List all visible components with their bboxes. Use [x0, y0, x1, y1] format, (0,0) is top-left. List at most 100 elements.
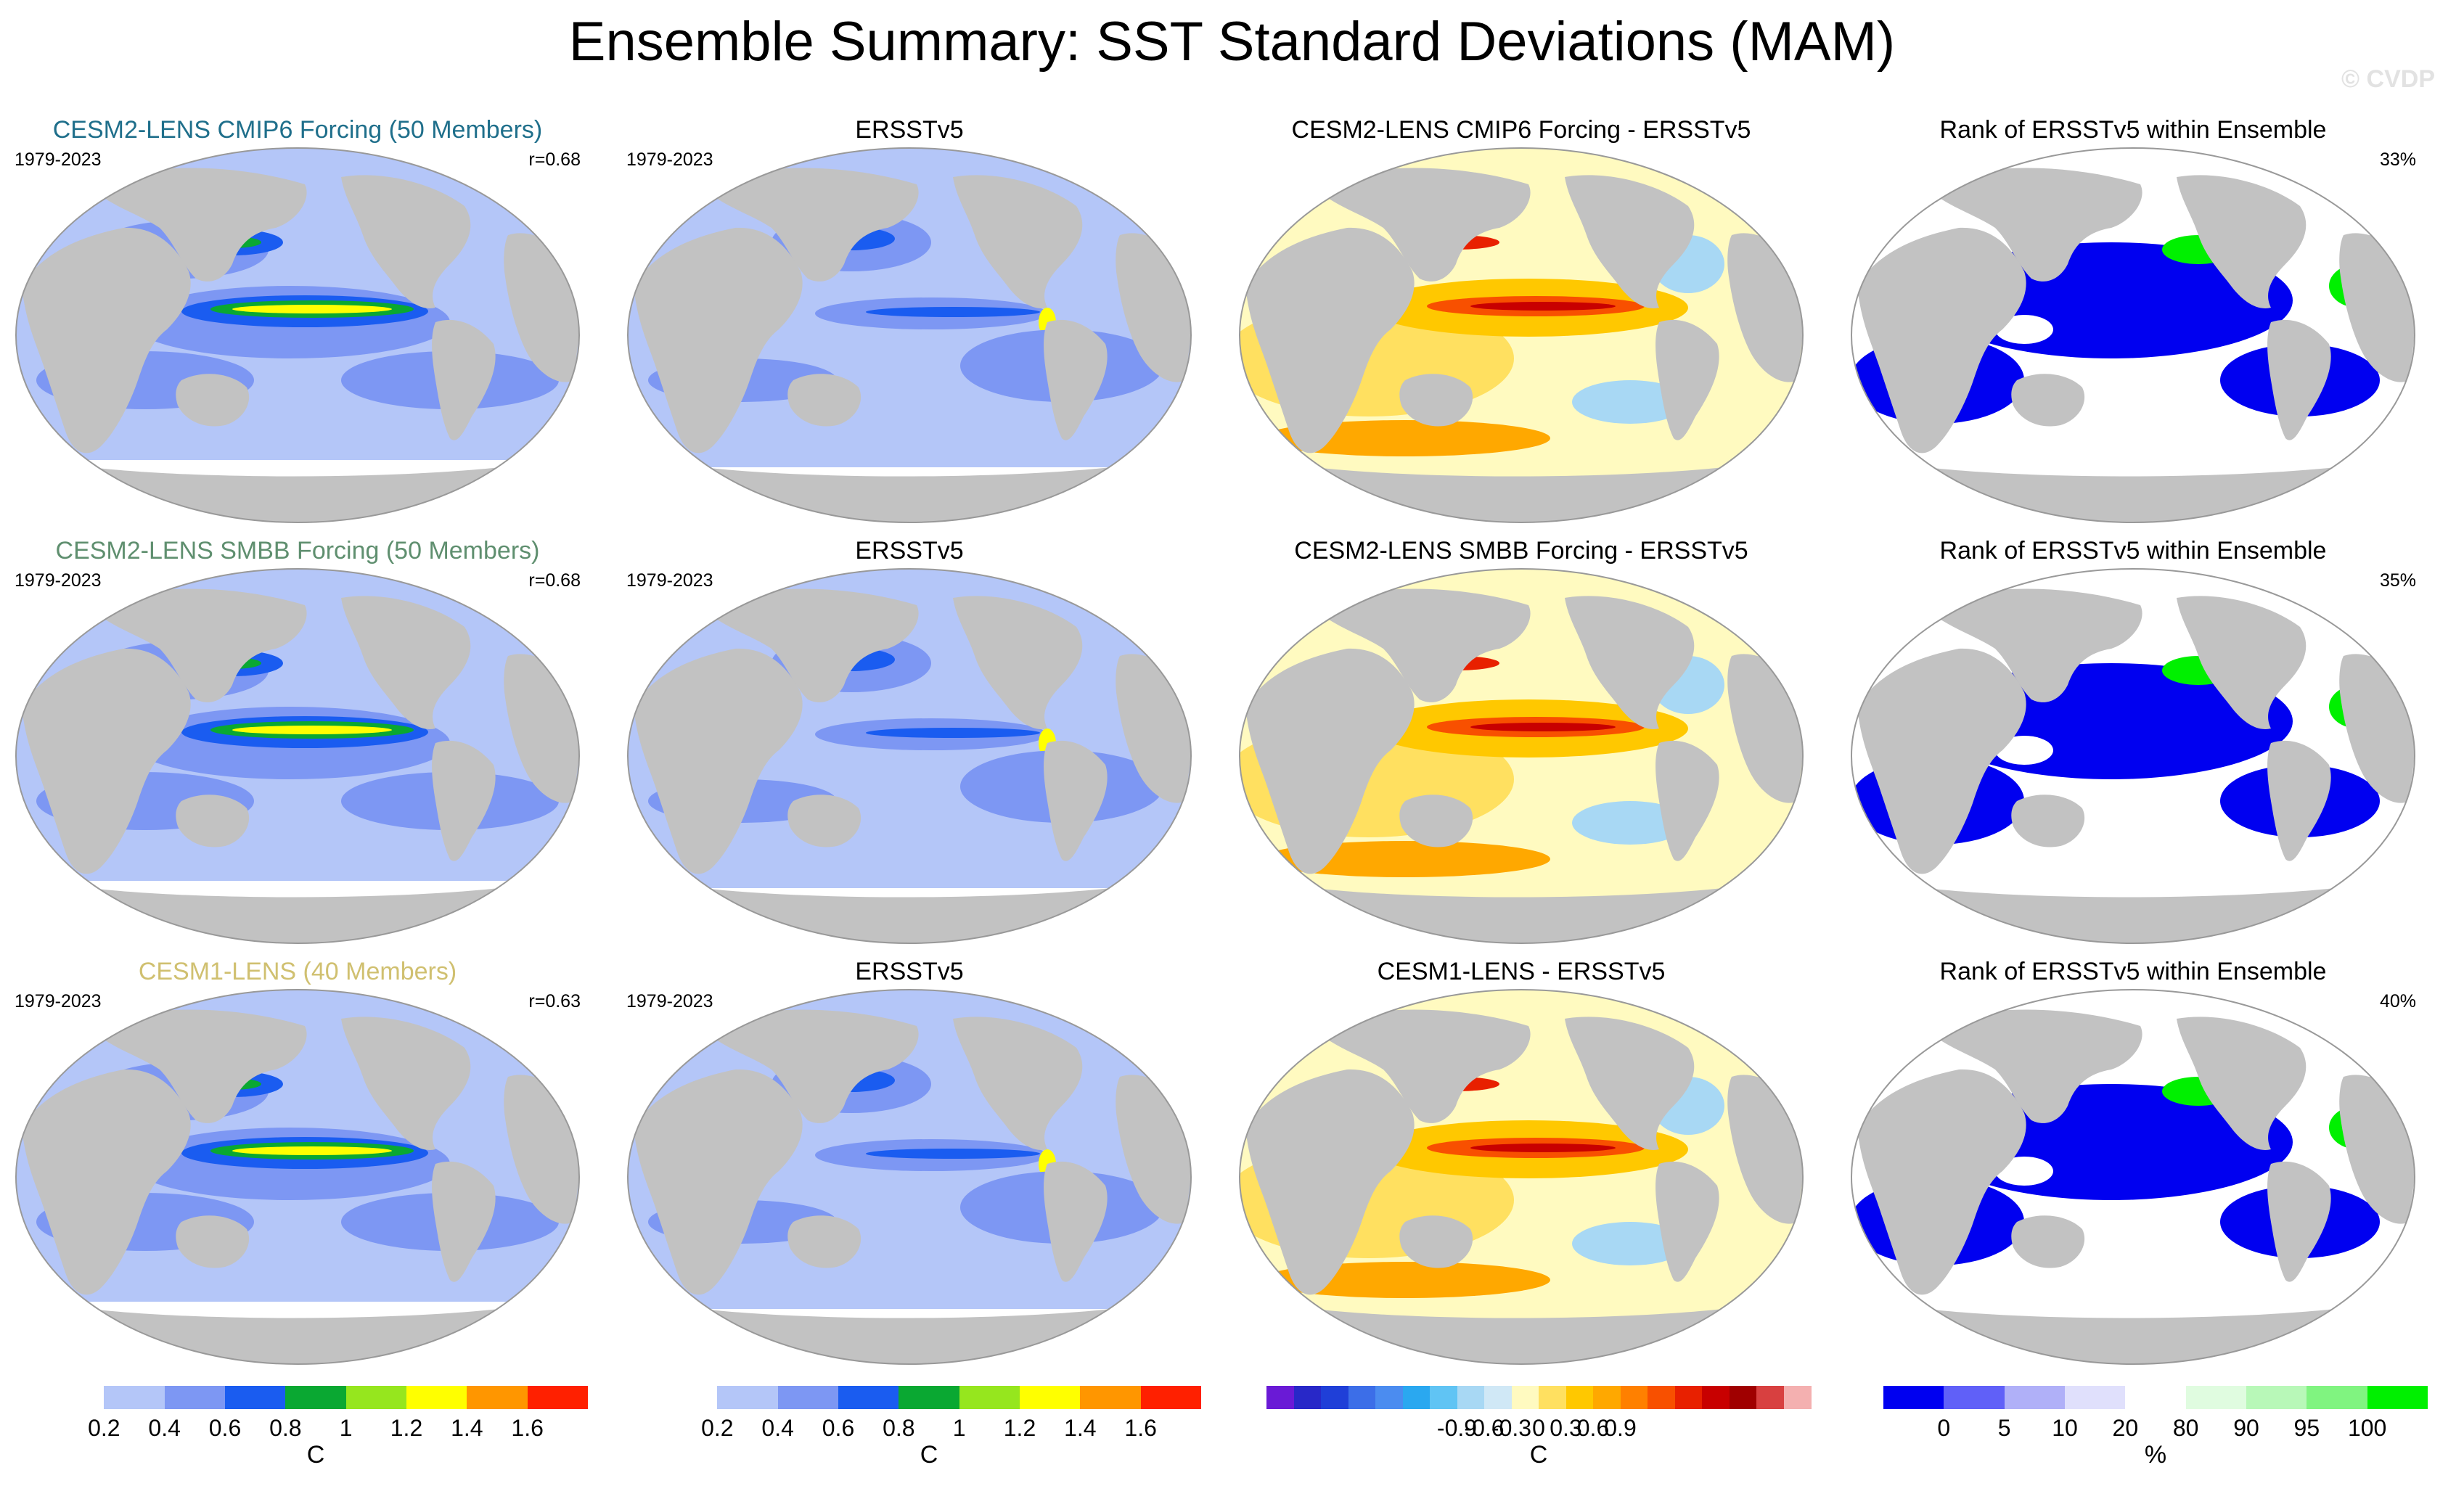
colorbar-swatch [2065, 1386, 2126, 1409]
panel-title: Rank of ERSSTv5 within Ensemble [1939, 958, 2327, 985]
colorbar-swatch [1729, 1386, 1757, 1409]
colorbar-tick-label: 80 [2172, 1415, 2199, 1441]
colorbar-swatch [2246, 1386, 2307, 1409]
colorbar-swatch [1266, 1386, 1294, 1409]
colorbar-swatch [285, 1386, 347, 1409]
colorbar-tick-label: 1.6 [511, 1415, 544, 1441]
panel-diff-row2: CESM2-LENS SMBB Forcing - ERSSTv5 [1224, 537, 1819, 951]
period-label: 1979-2023 [626, 149, 713, 170]
colorbar-tick-label: 0.6 [1576, 1415, 1610, 1441]
map-sd-obs-1 [612, 141, 1207, 530]
colorbar-swatch [777, 1386, 839, 1409]
colorbar-tick-label: 0.9 [1604, 1415, 1637, 1441]
colorbar-swatch [1375, 1386, 1403, 1409]
panel-model-row3: CESM1-LENS (40 Members) 1979-2023 r=0.63 [0, 958, 595, 1371]
panel-title: Rank of ERSSTv5 within Ensemble [1939, 537, 2327, 565]
panel-title: CESM1-LENS (40 Members) [138, 958, 457, 985]
colorbar-swatch [1944, 1386, 2005, 1409]
colorbar-swatch [1293, 1386, 1322, 1409]
colorbar-swatch [1511, 1386, 1539, 1409]
panel-rank-row3: Rank of ERSSTv5 within Ensemble 40% [1835, 958, 2431, 1371]
period-label: 1979-2023 [15, 570, 102, 591]
colorbar-unit-label: C [920, 1441, 938, 1469]
colorbar-swatch [657, 1386, 718, 1409]
colorbar-swatch [527, 1386, 589, 1409]
colorbar-swatch [2367, 1386, 2428, 1409]
map-rank-3 [1835, 982, 2431, 1371]
colorbar-swatch [1020, 1386, 1081, 1409]
colorbar-tick-label: 0.8 [883, 1415, 915, 1441]
colorbar-swatch [1620, 1386, 1648, 1409]
colorbar-swatch [1783, 1386, 1812, 1409]
colorbar-tick-label: 1 [339, 1415, 353, 1441]
map-rank-2 [1835, 562, 2431, 951]
colorbar-tick-label: 1.6 [1124, 1415, 1157, 1441]
panel-title: ERSSTv5 [855, 116, 964, 144]
colorbar-swatch [1674, 1386, 1703, 1409]
colorbar-swatch [1756, 1386, 1784, 1409]
colorbar-swatch [1565, 1386, 1594, 1409]
panel-obs-row1: ERSSTv5 1979-2023 [612, 116, 1207, 530]
colorbar-tick-label: 90 [2233, 1415, 2259, 1441]
colorbar-swatch [1348, 1386, 1376, 1409]
correlation-label: r=0.68 [528, 570, 581, 591]
colorbar-swatch [717, 1386, 779, 1409]
colorbar-swatch [1883, 1386, 1944, 1409]
colorbar-swatch [1539, 1386, 1566, 1409]
colorbar-tick-label: 1.4 [451, 1415, 483, 1441]
watermark: © CVDP [2341, 65, 2435, 93]
panel-diff-row1: CESM2-LENS CMIP6 Forcing - ERSSTv5 [1224, 116, 1819, 530]
map-diff-3 [1224, 982, 1819, 1371]
panel-diff-row3: CESM1-LENS - ERSSTv5 [1224, 958, 1819, 1371]
colorbar-tick-label: 10 [2052, 1415, 2078, 1441]
map-sd-model-2 [0, 562, 595, 951]
colorbar-tick-label: 0.2 [701, 1415, 734, 1441]
panel-title: CESM1-LENS - ERSSTv5 [1377, 958, 1666, 985]
colorbar-swatch [1402, 1386, 1430, 1409]
panel-rank-row1: Rank of ERSSTv5 within Ensemble 33% [1835, 116, 2431, 530]
colorbar-swatch [2185, 1386, 2247, 1409]
period-label: 1979-2023 [626, 991, 713, 1011]
colorbar-swatch [1593, 1386, 1621, 1409]
colorbar-tick-label: 0.8 [269, 1415, 302, 1441]
colorbar-unit-label: C [1529, 1441, 1548, 1469]
colorbar-swatch [2004, 1386, 2066, 1409]
colorbar-tick-label: 1.2 [390, 1415, 423, 1441]
panel-title: CESM2-LENS SMBB Forcing - ERSSTv5 [1294, 537, 1748, 565]
colorbar-swatch [1702, 1386, 1730, 1409]
colorbar-tick-label: 1.4 [1064, 1415, 1097, 1441]
rank-percent-label: 40% [2379, 991, 2416, 1011]
colorbar-tick-label: 20 [2112, 1415, 2139, 1441]
colorbar-tick-label: 0 [1937, 1415, 1951, 1441]
colorbar-swatch [1430, 1386, 1457, 1409]
colorbar-tick-label: 1.2 [1003, 1415, 1036, 1441]
map-sd-model-3 [0, 982, 595, 1371]
colorbar-swatch [2307, 1386, 2368, 1409]
colorbar-swatch [1140, 1386, 1202, 1409]
colorbar-tick-label: -0.9 [1436, 1415, 1478, 1441]
colorbar-tick-label: 5 [1997, 1415, 2011, 1441]
panel-title: Rank of ERSSTv5 within Ensemble [1939, 116, 2327, 144]
colorbar-tick-label: 100 [2347, 1415, 2387, 1441]
map-diff-2 [1224, 562, 1819, 951]
map-rank-1 [1835, 141, 2431, 530]
panel-model-row1: CESM2-LENS CMIP6 Forcing (50 Members) 19… [0, 116, 595, 530]
correlation-label: r=0.63 [528, 991, 581, 1011]
colorbar-swatch [1321, 1386, 1348, 1409]
colorbar-sd-obs: 0.2 0.4 0.6 0.8 1 1.2 1.4 1.6 C [657, 1386, 1202, 1473]
period-label: 1979-2023 [15, 991, 102, 1011]
colorbar-swatch [225, 1386, 286, 1409]
panel-title: CESM2-LENS CMIP6 Forcing - ERSSTv5 [1291, 116, 1751, 144]
colorbar-tick-label: -0.3 [1491, 1415, 1532, 1441]
colorbar-rank: 0 5 10 20 80 90 95 100% [1883, 1386, 2428, 1473]
colorbar-diff: -0.9 -0.6 -0.3 0 0.3 0.6 0.9 C [1266, 1386, 1812, 1473]
panel-rank-row2: Rank of ERSSTv5 within Ensemble 35% [1835, 537, 2431, 951]
colorbar-swatch [345, 1386, 407, 1409]
colorbar-swatch [1648, 1386, 1675, 1409]
colorbar-swatch [104, 1386, 165, 1409]
colorbar-tick-label: 0 [1532, 1415, 1545, 1441]
colorbar-unit-label: % [2144, 1441, 2167, 1469]
colorbar-unit-label: C [306, 1441, 325, 1469]
colorbar-swatch [1457, 1386, 1485, 1409]
panel-title: ERSSTv5 [855, 537, 964, 565]
